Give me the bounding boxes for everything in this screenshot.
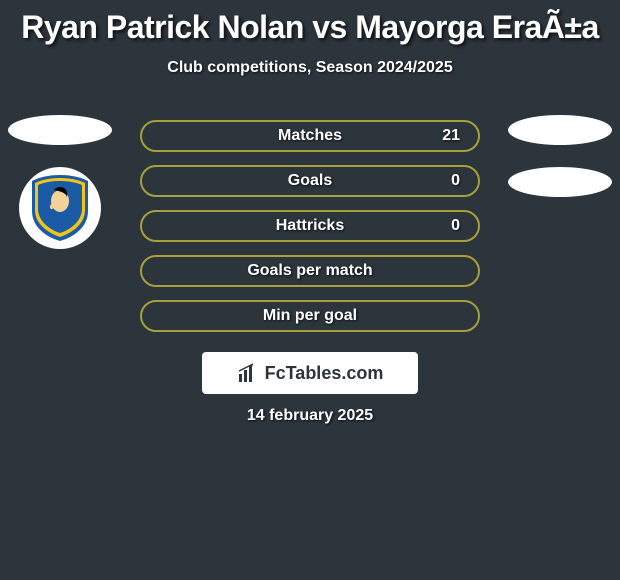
- stat-label: Goals: [142, 167, 478, 195]
- date-label: 14 february 2025: [0, 407, 620, 425]
- right-column: [500, 115, 620, 219]
- stat-value-right: 0: [451, 212, 460, 240]
- stat-row-hattricks: Hattricks 0: [140, 210, 480, 242]
- stat-row-min-per-goal: Min per goal: [140, 300, 480, 332]
- stat-value-right: 21: [442, 122, 460, 150]
- shield-icon: [32, 175, 88, 241]
- stat-label: Min per goal: [142, 302, 478, 330]
- stat-value-right: 0: [451, 167, 460, 195]
- bar-chart-icon: [237, 362, 259, 384]
- player1-club-badge: [19, 167, 101, 249]
- player2-club-ellipse: [508, 167, 612, 197]
- branding-text: FcTables.com: [265, 363, 384, 384]
- left-column: [0, 115, 120, 249]
- stat-label: Matches: [142, 122, 478, 150]
- stat-row-matches: Matches 21: [140, 120, 480, 152]
- player2-name-ellipse: [508, 115, 612, 145]
- stat-row-goals-per-match: Goals per match: [140, 255, 480, 287]
- player1-name-ellipse: [8, 115, 112, 145]
- stats-panel: Matches 21 Goals 0 Hattricks 0 Goals per…: [140, 120, 480, 345]
- stat-label: Hattricks: [142, 212, 478, 240]
- page-title: Ryan Patrick Nolan vs Mayorga EraÃ±a: [0, 0, 620, 45]
- stat-row-goals: Goals 0: [140, 165, 480, 197]
- page-subtitle: Club competitions, Season 2024/2025: [0, 59, 620, 77]
- stat-label: Goals per match: [142, 257, 478, 285]
- branding-box: FcTables.com: [202, 352, 418, 394]
